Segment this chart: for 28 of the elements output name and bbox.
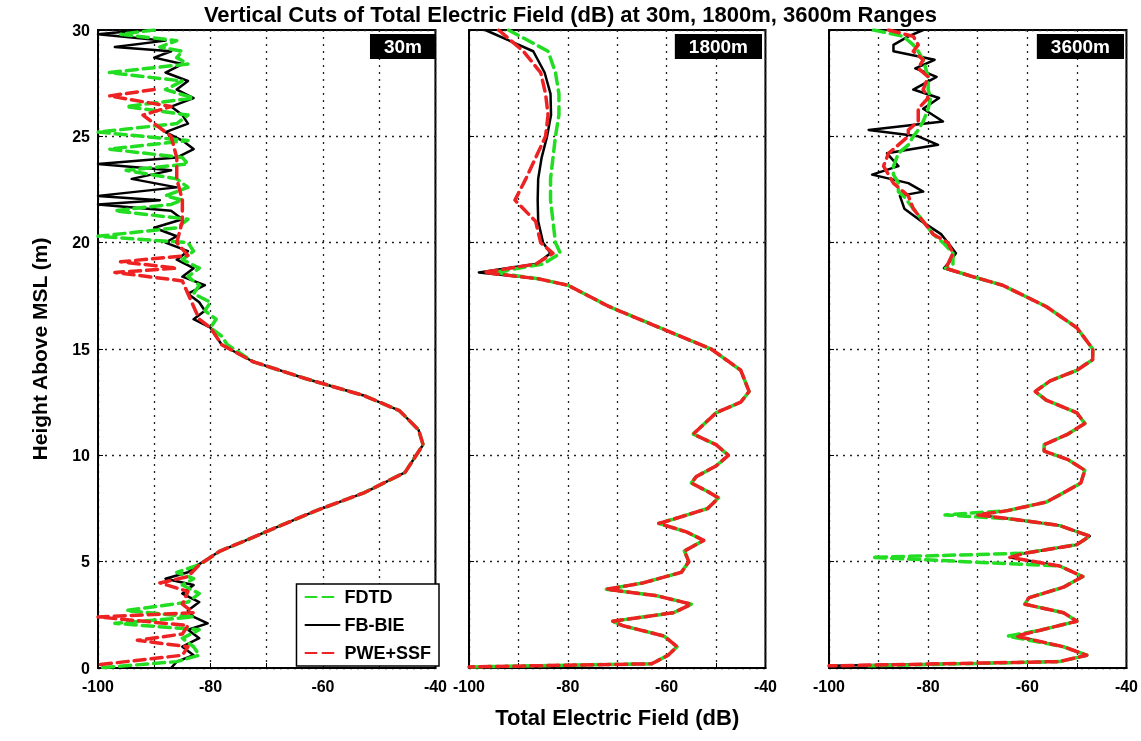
- annotation: 30m: [383, 36, 422, 57]
- text: Vertical Cuts of Total Electric Field (dB) at 30m, 1800m, 3600m Ranges: [203, 2, 938, 27]
- x-tick-label: -60: [1015, 677, 1039, 695]
- x-tick-label: -80: [198, 677, 223, 695]
- x-tick-label: -100: [813, 677, 846, 695]
- y-tick-label: 5: [81, 553, 91, 571]
- legend-label: FB-BIE: [344, 615, 405, 635]
- x-tick-label: -80: [916, 677, 940, 695]
- y-tick-label: 30: [72, 21, 91, 39]
- x-tick-label: -80: [556, 677, 580, 695]
- x-axis-title: Total Electric Field (dB): [495, 704, 740, 730]
- y-tick-label: 0: [81, 659, 91, 677]
- legend-label: FDTD: [344, 587, 393, 607]
- y-axis-title: Height Above MSL (m): [28, 237, 51, 461]
- annotation: 1800m: [688, 36, 749, 57]
- x-tick-label: -40: [753, 677, 778, 695]
- y-tick-label: 15: [72, 340, 91, 358]
- annotation: 3600m: [1050, 36, 1111, 57]
- y-tick-label: 20: [72, 234, 91, 252]
- x-tick-label: -40: [423, 677, 448, 695]
- x-tick-label: -40: [1114, 677, 1139, 695]
- legend-label: PWE+SSF: [344, 643, 432, 663]
- y-tick-label: 25: [72, 127, 91, 145]
- x-tick-label: -100: [81, 677, 115, 695]
- y-tick-label: 10: [72, 446, 91, 464]
- x-tick-label: -60: [655, 677, 679, 695]
- x-tick-label: -60: [311, 677, 335, 695]
- x-tick-label: -100: [453, 677, 486, 695]
